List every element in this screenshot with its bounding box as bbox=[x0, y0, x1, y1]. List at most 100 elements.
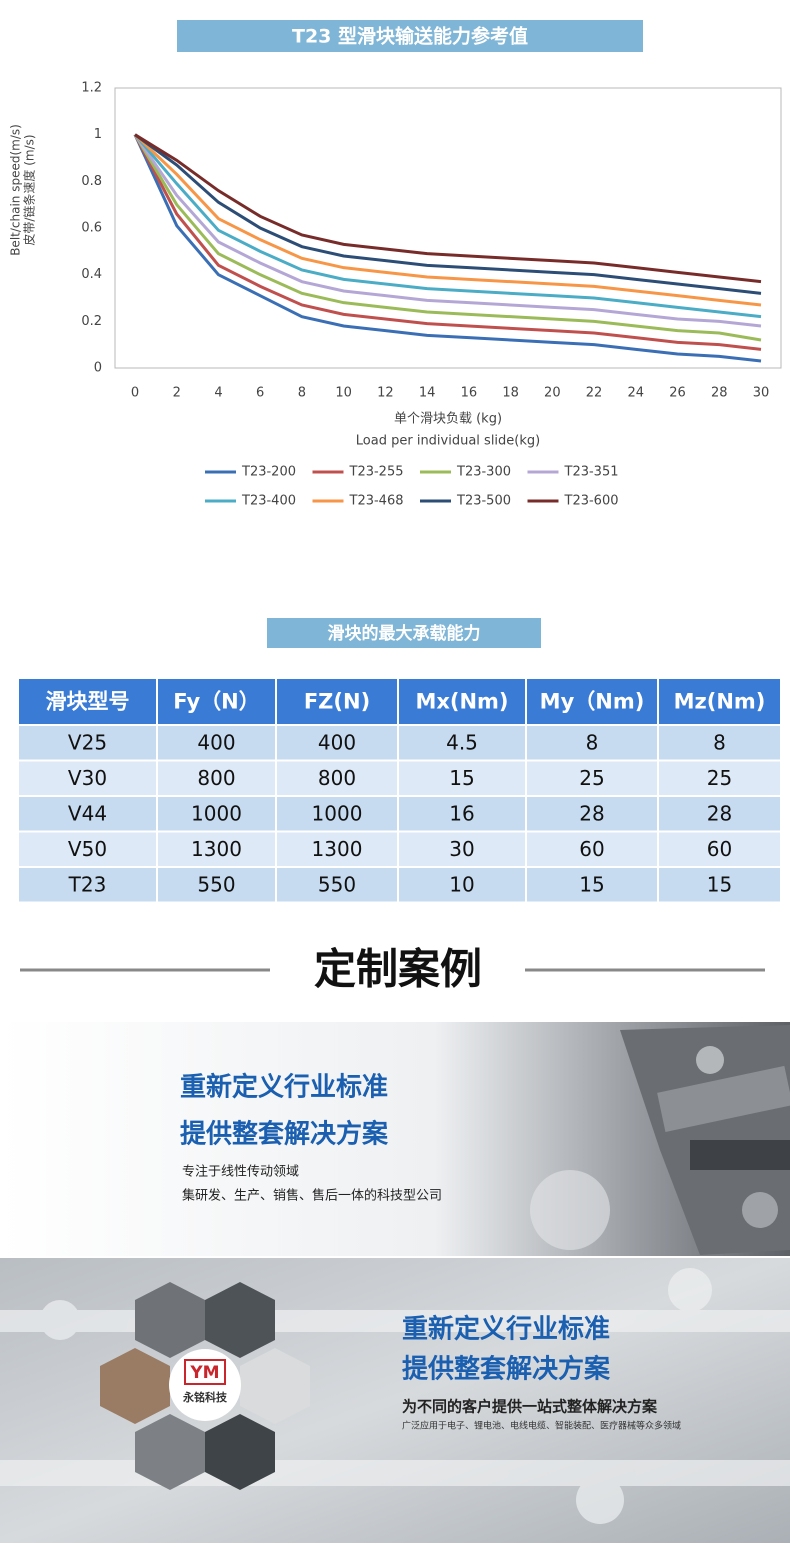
cell-text: 8 bbox=[713, 730, 726, 754]
cell-text: 28 bbox=[579, 801, 604, 825]
header-cell bbox=[525, 677, 659, 726]
legend-label: T23-400 bbox=[241, 494, 296, 509]
series-line bbox=[133, 133, 762, 328]
cell bbox=[17, 724, 158, 762]
banner-headline: 提供整套解决方案 bbox=[180, 1119, 389, 1150]
cell bbox=[397, 759, 527, 797]
banner-text: 集研发、生产、销售、售后一体的科技型公司 bbox=[182, 1188, 442, 1204]
cell-text: 60 bbox=[707, 837, 732, 861]
cell bbox=[275, 830, 399, 868]
y-label-group: 皮带/链条速度 (m/s) bbox=[22, 134, 37, 245]
cell-text: 15 bbox=[707, 872, 732, 896]
header-text: My（Nm) bbox=[540, 690, 645, 714]
header-cell bbox=[156, 677, 277, 726]
cell-text: V30 bbox=[68, 766, 107, 790]
cell-text: 1000 bbox=[312, 801, 363, 825]
legend-label: T23-351 bbox=[564, 465, 619, 480]
legend-label: T23-300 bbox=[456, 465, 511, 480]
series-line bbox=[133, 133, 762, 319]
table: 滑块型号 Fy（N） FZ(N) Mx(Nm) My（Nm) Mz(Nm) V25 400 40… bbox=[17, 677, 782, 904]
logo-text: 永铭科技 bbox=[182, 1390, 228, 1404]
cell bbox=[156, 795, 277, 833]
title-bar bbox=[267, 618, 541, 648]
cell-text: T23 bbox=[68, 872, 107, 896]
x-tick-label: 12 bbox=[377, 386, 394, 401]
cell-text: 800 bbox=[318, 766, 356, 790]
title-bar bbox=[177, 20, 643, 52]
section-title: 定制案例 bbox=[314, 945, 482, 994]
cell-text: 15 bbox=[449, 766, 474, 790]
y-tick-label: 1.2 bbox=[81, 81, 102, 96]
x-tick-label: 28 bbox=[711, 386, 728, 401]
header-text: 滑块型号 bbox=[46, 690, 130, 714]
x-tick-label: 14 bbox=[419, 386, 436, 401]
x-tick-label: 20 bbox=[544, 386, 561, 401]
x-tick-label: 6 bbox=[256, 386, 264, 401]
legend-label: T23-255 bbox=[349, 465, 404, 480]
cell-text: V44 bbox=[68, 801, 107, 825]
plot-frame bbox=[114, 87, 782, 369]
cell-text: 1000 bbox=[191, 801, 242, 825]
cell-text: 30 bbox=[449, 837, 474, 861]
cell bbox=[657, 795, 782, 833]
header-cell bbox=[657, 677, 782, 726]
table-title: 滑块的最大承载能力 bbox=[328, 623, 481, 644]
cell-text: 4.5 bbox=[446, 730, 478, 754]
series-line bbox=[133, 133, 762, 351]
cell-text: 16 bbox=[449, 801, 474, 825]
cell-text: 400 bbox=[197, 730, 235, 754]
legend-label: T23-468 bbox=[349, 494, 404, 509]
logo-mark: YM bbox=[189, 1363, 219, 1383]
cell bbox=[156, 759, 277, 797]
series-line bbox=[133, 133, 762, 342]
header-text: FZ(N) bbox=[304, 690, 370, 714]
x-tick-label: 0 bbox=[131, 386, 139, 401]
banner-text: 专注于线性传动领域 bbox=[182, 1165, 299, 1180]
x-tick-label: 16 bbox=[461, 386, 478, 401]
y-tick-label: 0 bbox=[94, 361, 102, 376]
cell-text: 800 bbox=[197, 766, 235, 790]
x-tick-label: 2 bbox=[173, 386, 181, 401]
banner-note: 广泛应用于电子、锂电池、电线电缆、智能装配、医疗器械等众多领域 bbox=[402, 1420, 681, 1432]
cell-text: 10 bbox=[449, 872, 474, 896]
chart: 00.20.40.60.811.20 2 4 6 8 10 12 14 16 18 20 22 24 26… bbox=[81, 81, 769, 509]
y-tick-label: 1 bbox=[94, 127, 102, 142]
header-text: Fy（N） bbox=[173, 690, 259, 714]
machine-photo bbox=[530, 1025, 790, 1255]
y-axis-label: Belt/chain speed(m/s) bbox=[9, 124, 23, 256]
cell bbox=[275, 759, 399, 797]
cell bbox=[17, 866, 158, 904]
x-tick-label: 18 bbox=[502, 386, 519, 401]
cell-text: 550 bbox=[197, 872, 235, 896]
series-line bbox=[134, 133, 762, 295]
cell-text: 1300 bbox=[312, 837, 363, 861]
cell-text: 15 bbox=[579, 872, 604, 896]
header-text: Mx(Nm) bbox=[415, 690, 508, 714]
header-text: Mz(Nm) bbox=[674, 690, 766, 714]
header-cell bbox=[17, 677, 158, 726]
legend-label: T23-600 bbox=[564, 494, 619, 509]
cell bbox=[275, 866, 399, 904]
x-tick-label: 24 bbox=[628, 386, 645, 401]
x-tick-label: 4 bbox=[214, 386, 222, 401]
y-label-group: Belt/chain speed(m/s) bbox=[9, 124, 23, 256]
banner-text: 为不同的客户提供一站式整体解决方案 bbox=[402, 1398, 658, 1416]
cell bbox=[397, 830, 527, 868]
y-axis-label: 皮带/链条速度 (m/s) bbox=[22, 134, 37, 245]
y-tick-label: 0.8 bbox=[81, 174, 102, 189]
cell-text: V25 bbox=[68, 730, 107, 754]
cell bbox=[525, 866, 659, 904]
series-line bbox=[133, 134, 762, 363]
x-tick-label: 26 bbox=[669, 386, 686, 401]
chart-title: T23 型滑块输送能力参考值 bbox=[292, 25, 528, 48]
x-axis-label: Load per individual slide(kg) bbox=[356, 434, 540, 449]
x-axis-label: 单个滑块负载 (kg) bbox=[394, 412, 502, 427]
cell-text: 25 bbox=[707, 766, 732, 790]
cell bbox=[657, 724, 782, 762]
cell-text: 60 bbox=[579, 837, 604, 861]
cell-text: 8 bbox=[586, 730, 599, 754]
x-tick-label: 30 bbox=[753, 386, 770, 401]
cell-text: 1300 bbox=[191, 837, 242, 861]
